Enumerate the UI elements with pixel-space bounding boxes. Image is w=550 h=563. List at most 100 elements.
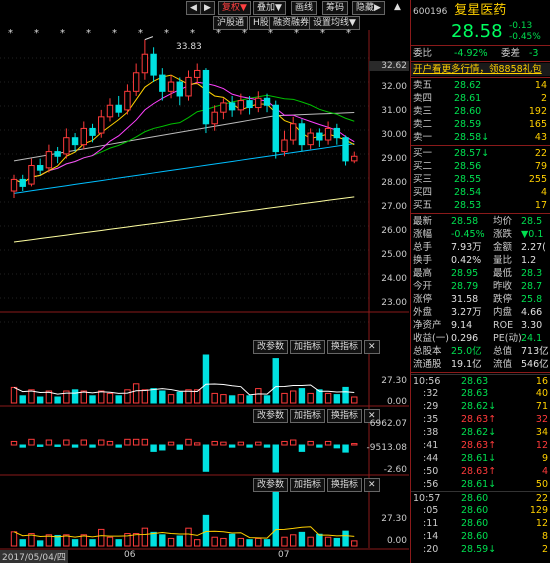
candle-body xyxy=(124,90,131,111)
yincang-button[interactable]: 隐藏▶ xyxy=(352,1,385,15)
volume2-bar xyxy=(159,534,166,547)
candle-body xyxy=(36,165,44,171)
candle-body xyxy=(98,116,105,134)
diejia-button[interactable]: 叠加▼ xyxy=(253,1,286,15)
panel2-params-button[interactable]: 改参数 xyxy=(253,409,289,423)
candle-body xyxy=(324,127,332,141)
ask-price: 28.58↓ xyxy=(454,132,490,143)
flow-bar xyxy=(115,444,122,448)
ma-settings-button[interactable]: 设置均线▼ xyxy=(309,16,360,30)
candle-body xyxy=(185,76,192,97)
candle-body xyxy=(150,53,157,76)
chart-area[interactable]: ◀ ▶ 复权▼ 叠加▼ 画线 筹码 隐藏▶ ▲ 沪股通 H股 融资融券 设置均线… xyxy=(0,0,409,563)
candle-body xyxy=(351,155,358,162)
panel2-add-button[interactable]: 加指标 xyxy=(290,409,326,423)
panel1-add-button[interactable]: 加指标 xyxy=(290,340,326,354)
stat-row: 流通股 19.1亿 流值 546亿 xyxy=(411,358,550,371)
ask-book: 卖五 28.62 14 卖四 28.61 2 卖三 28.60 192 卖二 28.59 165 卖一 2… xyxy=(411,79,550,144)
volume2-bar xyxy=(150,531,157,547)
tick-row[interactable]: :50 28.63↑ 4 xyxy=(411,465,550,478)
tick-row[interactable]: :56 28.61↓ 50 xyxy=(411,478,550,491)
tick-price: 28.63↑ xyxy=(461,414,497,425)
panel1-params-button[interactable]: 改参数 xyxy=(253,340,289,354)
panel3-axis-tick: 0.00 xyxy=(386,536,407,546)
tick-row[interactable]: :29 28.62↓ 71 xyxy=(411,400,550,413)
stat-value: 4.66 xyxy=(521,307,543,318)
panel3-switch-button[interactable]: 换指标 xyxy=(327,478,363,492)
tick-time: :56 xyxy=(423,479,439,490)
tick-time: 10:57 xyxy=(413,493,441,504)
stock-code: 600196 xyxy=(413,7,448,17)
volume-bar xyxy=(10,386,18,404)
volume-bar xyxy=(342,386,349,404)
candle-body xyxy=(132,72,140,92)
stat-row: 涨停 31.58 跌停 25.8 xyxy=(411,293,550,306)
volume-bar xyxy=(36,396,44,404)
hgt-tag[interactable]: 沪股通 xyxy=(213,16,249,30)
volume-bar xyxy=(324,392,332,404)
panel3-params-button[interactable]: 改参数 xyxy=(253,478,289,492)
ask-price: 28.59 xyxy=(454,119,482,130)
tick-time: :11 xyxy=(423,518,439,529)
panel2-axis-tick: 6962.07 xyxy=(369,419,407,429)
panel2-switch-button[interactable]: 换指标 xyxy=(327,409,363,423)
expand-icon[interactable]: ▲ xyxy=(394,2,401,12)
candle-body xyxy=(45,151,53,169)
stat-value: 7.93万 xyxy=(451,242,482,253)
ask-price: 28.61 xyxy=(454,93,482,104)
panel2-close-icon[interactable]: ✕ xyxy=(364,409,380,423)
volume2-bar xyxy=(211,536,218,547)
stat-row: 最新 28.58 均价 28.5 xyxy=(411,215,550,228)
huaxian-button[interactable]: 画线 xyxy=(291,1,318,15)
tick-row[interactable]: :35 28.63↑ 32 xyxy=(411,413,550,426)
volume-bar xyxy=(246,395,253,404)
tick-time: :44 xyxy=(423,453,439,464)
flow-bar xyxy=(150,444,157,452)
chouma-button[interactable]: 筹码 xyxy=(322,1,349,15)
candle-body xyxy=(141,53,149,74)
tick-volume: 50 xyxy=(535,479,548,490)
panel3-add-button[interactable]: 加指标 xyxy=(290,478,326,492)
promo-link[interactable]: 开户看更多行情，领8858礼包 xyxy=(411,63,550,76)
volume-bar xyxy=(141,389,149,404)
tick-row[interactable]: :44 28.61↓ 9 xyxy=(411,452,550,465)
candle-body xyxy=(255,97,262,109)
price-change-pct: -0.45% xyxy=(509,32,541,42)
bid-label: 买三 xyxy=(413,174,433,185)
tick-row[interactable]: :32 28.63 40 xyxy=(411,387,550,400)
stat-value: 19.1亿 xyxy=(451,359,482,370)
flow-bar xyxy=(176,444,183,450)
bid-row: 买二 28.56 79 xyxy=(411,160,550,173)
fuquan-button[interactable]: 复权▼ xyxy=(218,1,251,15)
volume2-bar xyxy=(324,536,332,547)
flow-bar xyxy=(19,444,26,448)
stat-label: 总手 xyxy=(413,242,433,253)
tick-price: 28.60 xyxy=(461,493,489,504)
kline-chart[interactable]: * * * * * * * * * * * * * * xyxy=(0,0,409,563)
tick-row[interactable]: :11 28.60 12 xyxy=(411,517,550,530)
tick-list[interactable]: 10:56 28.63 16:32 28.63 40:29 28.62↓ 71:35 28.6… xyxy=(411,374,550,556)
tick-row[interactable]: :38 28.62↓ 34 xyxy=(411,426,550,439)
ask-volume: 165 xyxy=(528,119,547,130)
tick-row[interactable]: 10:56 28.63 16 xyxy=(411,374,550,387)
stat-value: 9.14 xyxy=(451,320,473,331)
right-arrow-button[interactable]: ▶ xyxy=(200,1,215,15)
tick-volume: 34 xyxy=(535,427,548,438)
panel1-switch-button[interactable]: 换指标 xyxy=(327,340,363,354)
tick-row[interactable]: :20 28.59↓ 2 xyxy=(411,543,550,556)
bid-row: 买五 28.53 17 xyxy=(411,199,550,212)
stat-row: 外盘 3.27万 内盘 4.66 xyxy=(411,306,550,319)
event-star-icon: * xyxy=(138,28,143,39)
flow-bar xyxy=(298,444,306,452)
ask-volume: 43 xyxy=(534,132,547,143)
panel1-close-icon[interactable]: ✕ xyxy=(364,340,380,354)
panel3-close-icon[interactable]: ✕ xyxy=(364,478,380,492)
flow-bar xyxy=(89,444,96,448)
event-star-icon: * xyxy=(8,28,13,39)
price-change: -0.13 xyxy=(509,21,533,31)
tick-row[interactable]: :14 28.60 8 xyxy=(411,530,550,543)
tick-row[interactable]: :05 28.60 129 xyxy=(411,504,550,517)
tick-row[interactable]: 10:57 28.60 22 xyxy=(411,491,550,504)
tick-row[interactable]: :41 28.63↑ 12 xyxy=(411,439,550,452)
event-star-icon: * xyxy=(320,28,325,39)
